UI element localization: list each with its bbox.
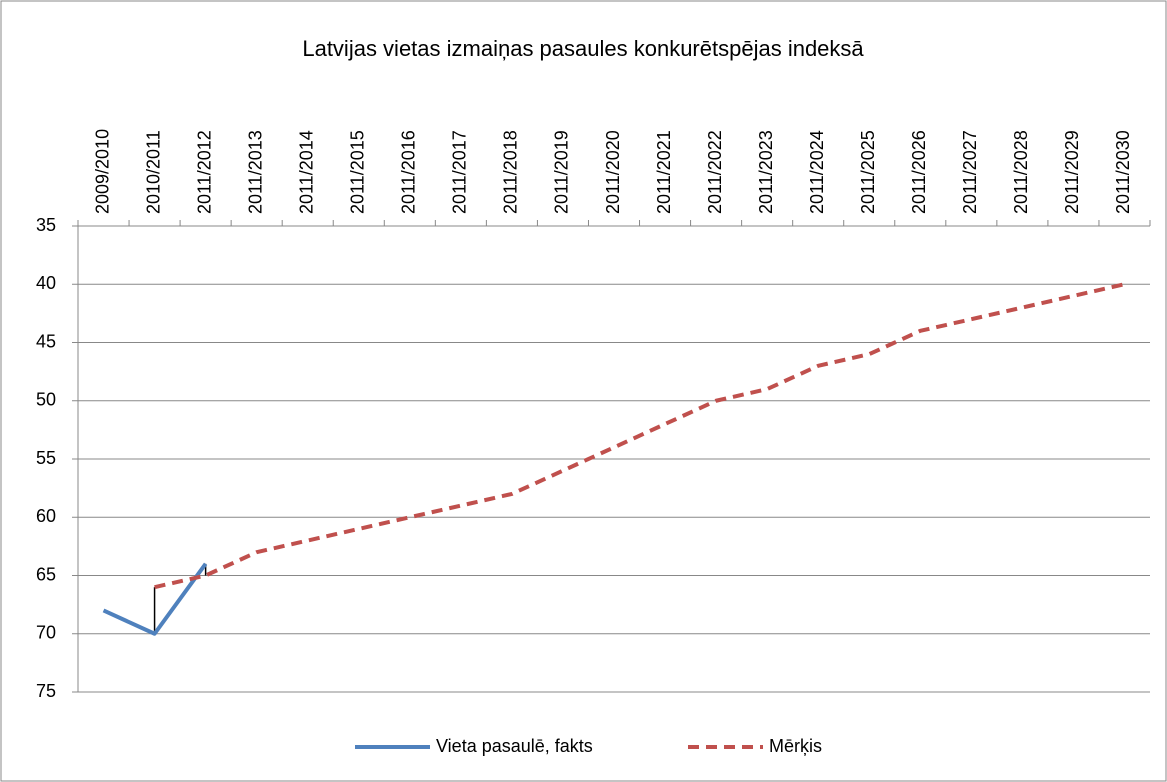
x-tick-label: 2011/2025: [858, 130, 878, 214]
x-tick-label: 2011/2016: [399, 130, 419, 214]
x-tick-label: 2011/2020: [603, 130, 623, 214]
y-tick-label: 65: [36, 564, 56, 584]
x-tick-label: 2011/2012: [194, 130, 214, 214]
y-tick-label: 50: [36, 390, 56, 410]
y-tick-label: 70: [36, 623, 56, 643]
legend-label: Vieta pasaulē, fakts: [436, 736, 593, 756]
x-tick-label: 2009/2010: [92, 129, 112, 214]
x-tick-label: 2011/2013: [245, 130, 265, 214]
x-tick-label: 2010/2011: [143, 130, 163, 214]
x-tick-label: 2011/2014: [296, 130, 316, 214]
x-tick-label: 2011/2019: [552, 130, 572, 214]
x-tick-label: 2011/2022: [705, 130, 725, 214]
y-tick-label: 40: [36, 273, 56, 293]
x-tick-label: 2011/2021: [654, 130, 674, 214]
y-tick-label: 75: [36, 681, 56, 701]
x-tick-label: 2011/2015: [348, 130, 368, 214]
y-tick-label: 35: [36, 215, 56, 235]
y-tick-label: 45: [36, 331, 56, 351]
x-tick-label: 2011/2024: [807, 130, 827, 214]
x-tick-label: 2011/2023: [756, 130, 776, 214]
x-tick-label: 2011/2018: [501, 130, 521, 214]
x-tick-label: 2011/2017: [450, 130, 470, 214]
x-tick-label: 2011/2029: [1062, 130, 1082, 214]
chart-title: Latvijas vietas izmaiņas pasaules konkur…: [302, 36, 864, 61]
y-tick-label: 55: [36, 448, 56, 468]
x-tick-label: 2011/2027: [960, 130, 980, 214]
x-tick-label: 2011/2026: [909, 130, 929, 214]
y-tick-label: 60: [36, 506, 56, 526]
series-line: [102, 562, 208, 636]
series-line: [154, 282, 1125, 590]
x-tick-label: 2011/2028: [1011, 130, 1031, 214]
legend-label: Mērķis: [769, 736, 822, 756]
x-tick-label: 2011/2030: [1113, 130, 1133, 214]
